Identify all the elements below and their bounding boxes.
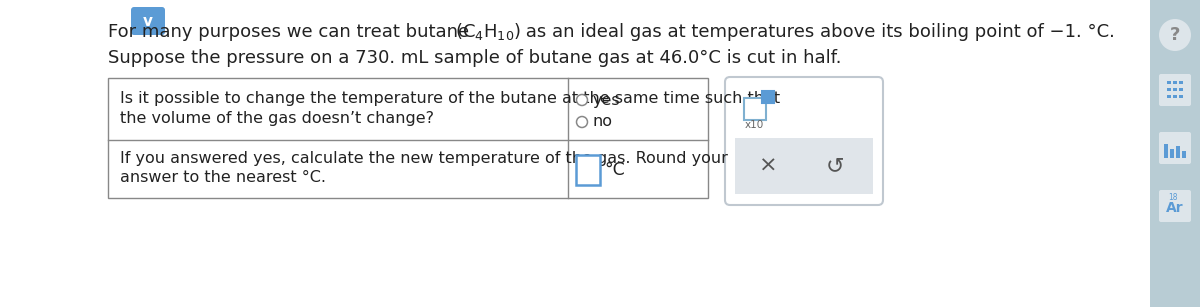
Text: x10: x10 (745, 120, 764, 130)
Bar (762, 91, 774, 103)
Text: Is it possible to change the temperature of the butane at the same time such tha: Is it possible to change the temperature… (120, 91, 780, 107)
Text: as an ideal gas at temperatures above its boiling point of −1. °C.: as an ideal gas at temperatures above it… (520, 23, 1115, 41)
Bar (1174, 95, 1177, 98)
Bar (734, 138, 874, 194)
Circle shape (576, 116, 588, 127)
Text: the volume of the gas doesn’t change?: the volume of the gas doesn’t change? (120, 111, 434, 126)
Bar (763, 92, 773, 102)
Text: Ar: Ar (1166, 201, 1184, 215)
Text: °C: °C (604, 161, 625, 179)
FancyBboxPatch shape (1159, 132, 1190, 164)
Bar (1166, 95, 1171, 98)
FancyBboxPatch shape (1159, 74, 1190, 106)
Bar (1174, 81, 1177, 84)
Text: 18: 18 (1168, 192, 1177, 201)
Circle shape (576, 95, 588, 106)
FancyBboxPatch shape (131, 7, 166, 35)
Bar (1166, 88, 1171, 91)
Bar (1150, 0, 1200, 307)
Bar (1166, 81, 1171, 84)
Bar (108, 78, 708, 198)
Text: yes: yes (593, 92, 620, 107)
Bar (1178, 88, 1183, 91)
Bar (1176, 146, 1180, 158)
Bar (1174, 88, 1177, 91)
Bar (1164, 144, 1168, 158)
Bar (744, 98, 766, 120)
Bar (1170, 149, 1174, 158)
Text: answer to the nearest °C.: answer to the nearest °C. (120, 170, 326, 185)
Text: v: v (143, 14, 154, 29)
Text: Suppose the pressure on a 730. mL sample of butane gas at 46.0°C is cut in half.: Suppose the pressure on a 730. mL sample… (108, 49, 841, 67)
Circle shape (1159, 19, 1190, 51)
Text: If you answered yes, calculate the new temperature of the gas. Round your: If you answered yes, calculate the new t… (120, 150, 728, 165)
FancyBboxPatch shape (725, 77, 883, 205)
Text: For many purposes we can treat butane: For many purposes we can treat butane (108, 23, 475, 41)
Text: no: no (593, 115, 613, 130)
Bar (1182, 151, 1186, 158)
FancyBboxPatch shape (1159, 190, 1190, 222)
Text: ↺: ↺ (826, 156, 845, 176)
Text: ×: × (758, 156, 778, 176)
Bar (1178, 81, 1183, 84)
Text: ?: ? (1170, 26, 1180, 44)
Bar (576, 155, 600, 185)
Text: $\left(\mathrm{C_4H_{10}}\right)$: $\left(\mathrm{C_4H_{10}}\right)$ (455, 21, 521, 42)
Bar (1178, 95, 1183, 98)
